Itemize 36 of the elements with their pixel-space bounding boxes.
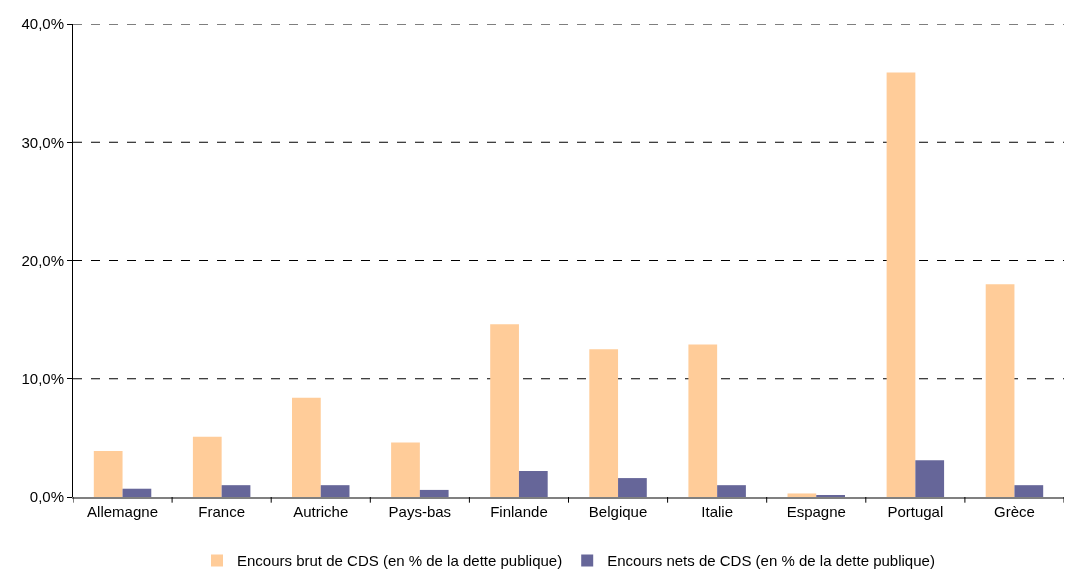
bar <box>221 485 251 497</box>
bar <box>122 488 152 497</box>
bar <box>292 397 321 497</box>
bar <box>1014 485 1044 497</box>
x-tick-label: France <box>198 503 245 520</box>
bar <box>192 436 222 497</box>
bar <box>518 470 548 497</box>
bar <box>915 460 945 497</box>
bar <box>320 485 350 497</box>
bar <box>618 478 647 497</box>
y-tick-label: 30,0% <box>21 133 64 151</box>
bar <box>886 72 916 497</box>
x-tick-label: Finlande <box>490 503 548 520</box>
bar <box>717 485 746 497</box>
x-tick-label: Grèce <box>994 503 1035 520</box>
legend-label: Encours brut de CDS (en % de la dette publique) <box>237 552 563 570</box>
x-tick-label: Portugal <box>887 503 944 520</box>
legend-label: Encours nets de CDS (en % de la dette publique) <box>607 552 935 570</box>
bar <box>93 450 123 497</box>
bar <box>490 324 519 497</box>
bar <box>589 349 619 497</box>
y-tick-label: 20,0% <box>21 251 64 269</box>
bar <box>391 442 420 497</box>
x-tick-label: Allemagne <box>87 503 158 520</box>
x-tick-label: Autriche <box>293 503 349 520</box>
y-tick-label: 10,0% <box>21 370 64 387</box>
bar <box>688 344 718 497</box>
x-tick-label: Espagne <box>786 503 846 520</box>
y-tick-label: 40,0% <box>21 15 64 33</box>
x-tick-label: Italie <box>701 503 733 520</box>
x-tick-label: Pays-bas <box>388 503 452 520</box>
x-tick-label: Belgique <box>588 503 648 520</box>
bar <box>419 489 449 497</box>
y-tick-label: 0,0% <box>29 488 64 506</box>
bar <box>787 493 817 497</box>
bar <box>985 284 1015 497</box>
